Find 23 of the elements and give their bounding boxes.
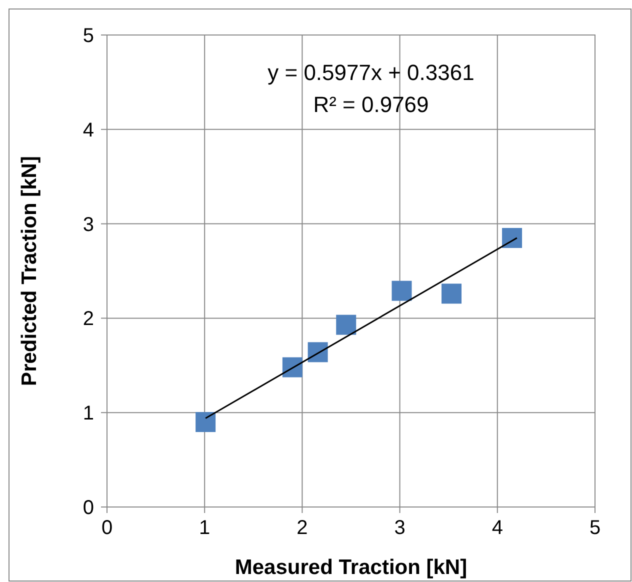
y-axis-title: Predicted Traction [kN] (18, 156, 41, 386)
point (336, 314, 356, 335)
point (308, 342, 328, 362)
annotation: y = 0.5977x + 0.3361 (268, 60, 474, 85)
annotation: R² = 0.9769 (313, 92, 429, 117)
x-axis-title: Measured Traction [kN] (234, 556, 468, 579)
point (392, 280, 412, 301)
x-tick-label: 0 (101, 517, 113, 539)
y-tick-label: 5 (82, 25, 94, 47)
x-tick-label: 2 (296, 517, 308, 539)
x-tick-label: 5 (589, 517, 601, 539)
x-tick-label: 1 (199, 517, 210, 539)
y-tick-label: 0 (82, 497, 94, 519)
y-tick-label: 3 (82, 214, 94, 236)
y-tick-label: 1 (82, 402, 94, 425)
y-tick-label: 2 (82, 308, 94, 330)
point (282, 357, 302, 378)
y-tick-label: 4 (82, 119, 94, 142)
x-tick-label: 3 (394, 517, 406, 539)
x-tick-label: 4 (492, 517, 503, 539)
point (502, 228, 522, 248)
point (196, 412, 216, 432)
point (442, 284, 462, 304)
